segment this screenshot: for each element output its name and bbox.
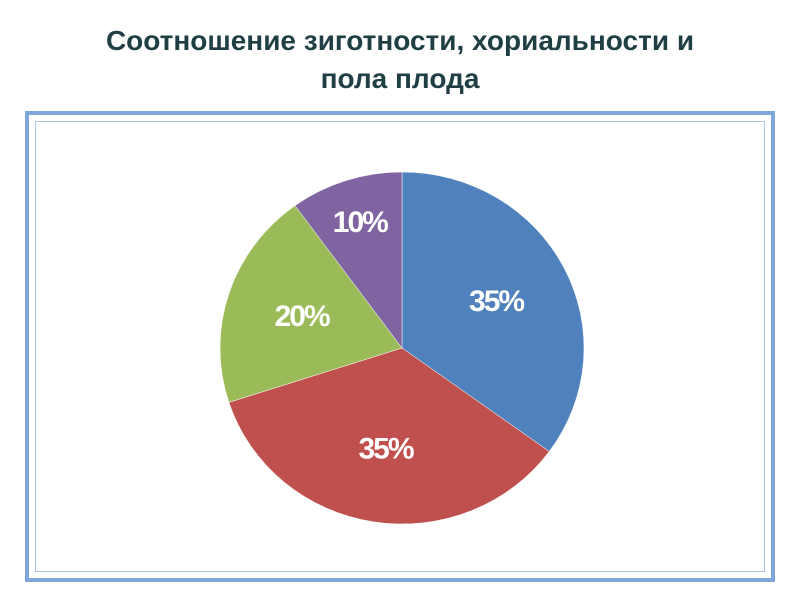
pie-slice-3 (219, 205, 403, 403)
pie-slice-2 (228, 347, 550, 525)
chart-plot-area (35, 121, 765, 572)
chart-frame: 35% 35% 20% 10% (25, 111, 775, 582)
pie-slice-label-4: 10% (333, 206, 388, 239)
pie-slice-label-3: 20% (275, 300, 330, 333)
pie-slice-4 (294, 171, 403, 349)
slide-title: Соотношение зиготности, хориальности и п… (60, 22, 740, 98)
pie-slice-label-2: 35% (358, 432, 413, 465)
pie-slice-1 (401, 171, 585, 452)
slide-title-line-1: Соотношение зиготности, хориальности и (105, 25, 695, 56)
slide-title-line-2: пола плода (320, 63, 480, 94)
pie-chart: 35% 35% 20% 10% (219, 171, 585, 525)
pie-slice-label-1: 35% (469, 285, 524, 318)
